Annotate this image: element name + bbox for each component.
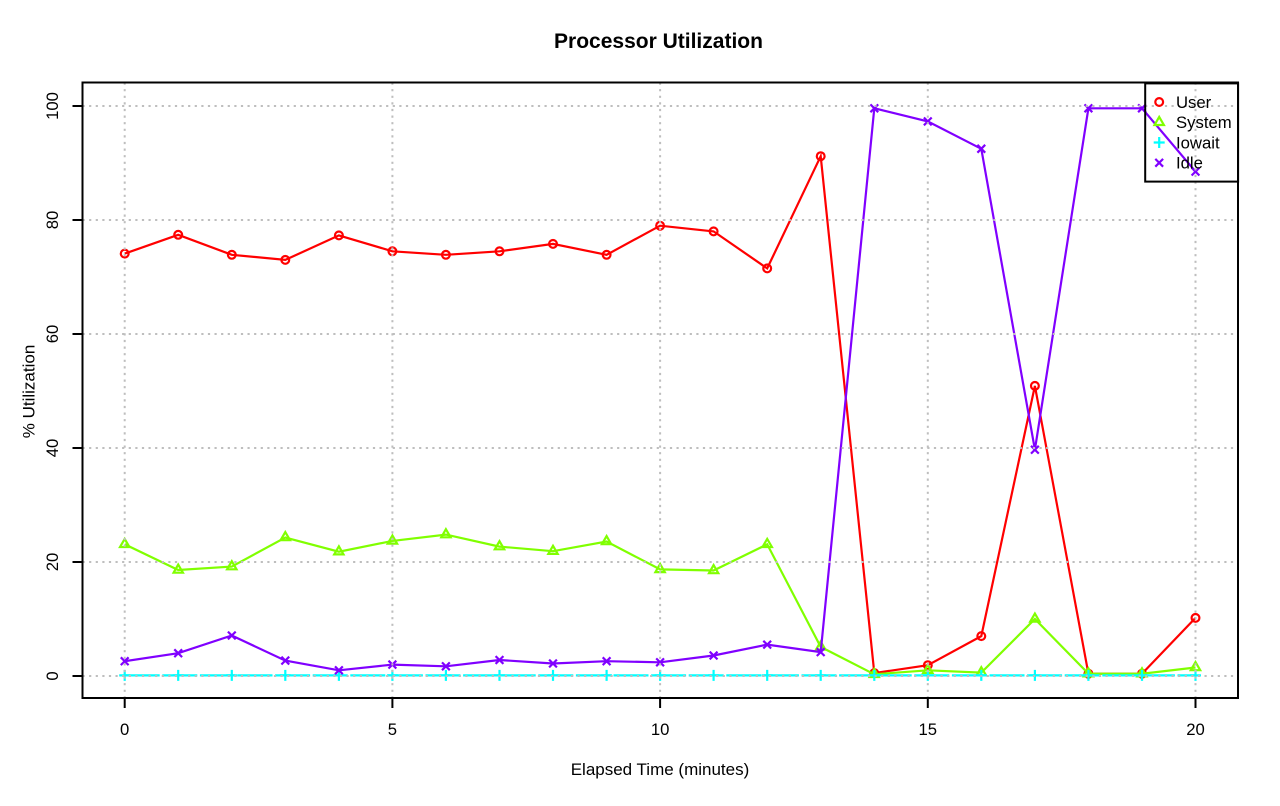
svg-text:15: 15 bbox=[919, 720, 938, 739]
svg-text:40: 40 bbox=[43, 439, 62, 458]
svg-text:Iowait: Iowait bbox=[1176, 133, 1220, 152]
svg-text:User: User bbox=[1176, 93, 1212, 112]
svg-text:5: 5 bbox=[388, 720, 397, 739]
svg-text:80: 80 bbox=[43, 211, 62, 230]
svg-text:20: 20 bbox=[1186, 720, 1205, 739]
svg-text:0: 0 bbox=[120, 720, 129, 739]
svg-text:Idle: Idle bbox=[1176, 154, 1203, 173]
svg-text:60: 60 bbox=[43, 325, 62, 344]
svg-text:10: 10 bbox=[651, 720, 670, 739]
svg-text:100: 100 bbox=[43, 92, 62, 120]
svg-text:Processor Utilization: Processor Utilization bbox=[554, 30, 763, 53]
svg-text:Elapsed Time (minutes): Elapsed Time (minutes) bbox=[571, 760, 750, 779]
svg-text:% Utilization: % Utilization bbox=[20, 345, 39, 439]
svg-text:0: 0 bbox=[43, 671, 62, 680]
svg-text:System: System bbox=[1176, 113, 1232, 132]
svg-text:20: 20 bbox=[43, 553, 62, 572]
